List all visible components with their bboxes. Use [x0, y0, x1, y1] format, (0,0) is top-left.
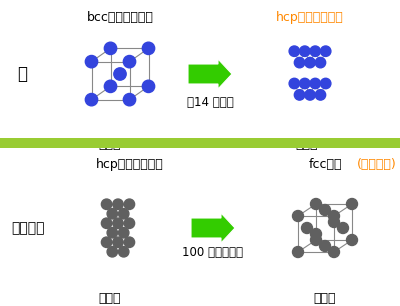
Circle shape	[123, 55, 136, 68]
Circle shape	[113, 199, 123, 210]
Text: 低圧相: 低圧相	[99, 292, 121, 305]
Circle shape	[113, 237, 123, 248]
Circle shape	[294, 58, 305, 68]
Circle shape	[310, 234, 322, 245]
Circle shape	[289, 46, 300, 56]
Circle shape	[300, 78, 310, 89]
Circle shape	[294, 90, 305, 100]
Text: hcp構造：非磁性: hcp構造：非磁性	[276, 11, 344, 24]
Circle shape	[142, 42, 155, 54]
Circle shape	[124, 199, 135, 210]
Text: 高圧相: 高圧相	[296, 138, 318, 151]
Circle shape	[114, 68, 126, 80]
Circle shape	[292, 247, 304, 258]
Bar	[0, 138, 400, 148]
Text: ～14 万気圧: ～14 万気圧	[187, 96, 233, 109]
Circle shape	[118, 208, 129, 219]
Circle shape	[305, 58, 315, 68]
Circle shape	[305, 90, 315, 100]
Circle shape	[328, 217, 340, 227]
Circle shape	[123, 93, 136, 106]
Text: (非磁性？): (非磁性？)	[357, 158, 397, 171]
Text: fcc構造: fcc構造	[308, 158, 342, 171]
Circle shape	[101, 218, 112, 229]
Circle shape	[124, 237, 135, 248]
FancyArrow shape	[191, 213, 235, 243]
Circle shape	[85, 93, 98, 106]
Circle shape	[315, 58, 326, 68]
Circle shape	[346, 234, 358, 245]
Circle shape	[302, 222, 312, 233]
FancyArrow shape	[188, 59, 232, 89]
Text: 高圧相: 高圧相	[314, 292, 336, 305]
Circle shape	[328, 211, 340, 222]
Text: 低圧相: 低圧相	[99, 138, 121, 151]
Circle shape	[310, 229, 322, 240]
Circle shape	[310, 78, 320, 89]
Text: コバルト: コバルト	[11, 221, 45, 235]
Circle shape	[338, 222, 348, 233]
Text: bcc構造：強磁性: bcc構造：強磁性	[86, 11, 154, 24]
Text: hcp構造：強磁性: hcp構造：強磁性	[96, 158, 164, 171]
Circle shape	[320, 46, 331, 56]
Circle shape	[118, 228, 129, 238]
Circle shape	[328, 247, 340, 258]
Circle shape	[320, 241, 330, 252]
Circle shape	[118, 247, 129, 257]
Circle shape	[289, 78, 300, 89]
Circle shape	[310, 46, 320, 56]
Circle shape	[113, 218, 123, 229]
Circle shape	[107, 247, 118, 257]
Circle shape	[101, 237, 112, 248]
Circle shape	[310, 199, 322, 210]
Circle shape	[101, 199, 112, 210]
Text: 100 万気圧以上: 100 万気圧以上	[182, 246, 244, 259]
Circle shape	[124, 218, 135, 229]
Text: 鉄: 鉄	[17, 65, 27, 83]
Circle shape	[107, 228, 118, 238]
Circle shape	[142, 80, 155, 92]
Circle shape	[104, 80, 117, 92]
Circle shape	[107, 208, 118, 219]
Circle shape	[85, 55, 98, 68]
Circle shape	[104, 42, 117, 54]
Circle shape	[300, 46, 310, 56]
Circle shape	[292, 211, 304, 222]
Circle shape	[320, 78, 331, 89]
Circle shape	[320, 204, 330, 215]
Circle shape	[315, 90, 326, 100]
Circle shape	[346, 199, 358, 210]
